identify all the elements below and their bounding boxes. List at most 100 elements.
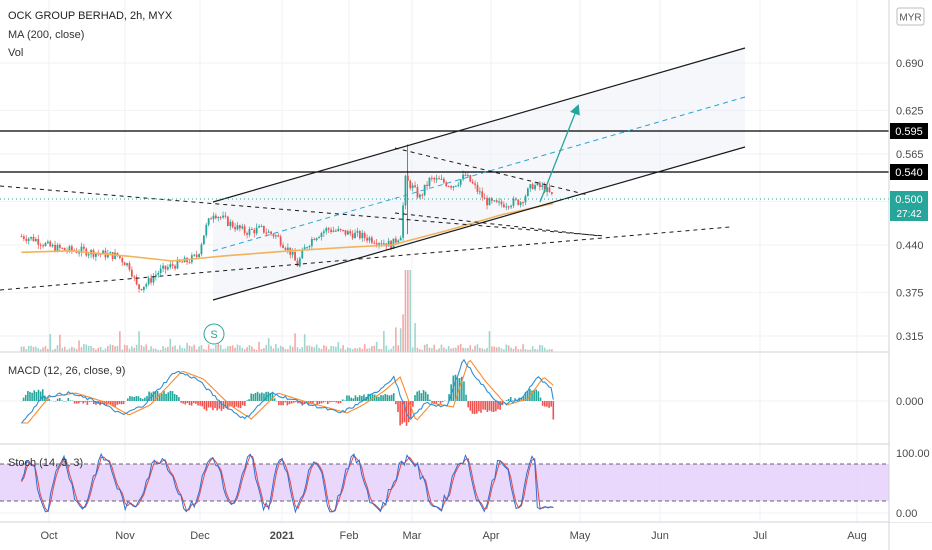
- candle-body: [188, 262, 191, 264]
- volume-bar: [200, 345, 203, 352]
- volume-bar: [332, 346, 335, 352]
- volume-bar: [455, 347, 457, 352]
- dashed-triangle-top: [394, 147, 589, 196]
- volume-bar: [152, 348, 155, 352]
- volume-bar: [164, 347, 167, 352]
- currency-button-frame[interactable]: [896, 7, 925, 26]
- macd-histogram-bar: [522, 396, 525, 401]
- candle-body: [217, 217, 220, 219]
- candle-body: [322, 231, 325, 234]
- volume-bar: [464, 347, 467, 352]
- candle-body: [294, 252, 296, 261]
- volume-bar: [311, 346, 313, 352]
- candle-body: [298, 258, 301, 267]
- channel-lower-line: [212, 146, 746, 301]
- projection-arrow: [539, 104, 580, 203]
- macd-histogram-bar: [212, 401, 214, 411]
- macd-histogram-bar: [429, 399, 431, 401]
- volume-bar: [450, 348, 452, 352]
- volume-bar: [344, 349, 347, 352]
- volume-bar: [467, 347, 469, 352]
- macd-histogram-bar: [95, 401, 97, 405]
- macd-histogram-bar: [165, 393, 167, 401]
- volume-bar: [313, 347, 316, 352]
- candle-body: [164, 265, 167, 270]
- volume-bar: [253, 348, 256, 352]
- macd-histogram-bar: [169, 390, 172, 401]
- candle-body: [296, 260, 299, 267]
- macd-histogram-bar: [478, 401, 480, 412]
- macd-histogram-bar: [363, 394, 365, 401]
- time-axis[interactable]: Oct Nov Dec 2021 Feb Mar Apr May Jun Jul Aug: [40, 530, 866, 542]
- macd-histogram-bar: [139, 398, 142, 401]
- volume-bar: [289, 345, 292, 352]
- volume-bar: [474, 345, 476, 352]
- price-axis[interactable]: [889, 0, 932, 522]
- macd-histogram-bar: [80, 401, 82, 402]
- volume-bar: [363, 344, 366, 352]
- volume-bar: [387, 349, 390, 352]
- candle-body: [387, 240, 390, 247]
- volume-bar: [159, 349, 162, 352]
- candle-body: [450, 186, 452, 188]
- macd-tick-label: 0.000: [896, 396, 924, 408]
- macd-histogram-bar: [27, 390, 29, 401]
- volume-bar: [395, 327, 397, 352]
- macd-histogram-bar: [348, 395, 350, 401]
- time-tick-label: Dec: [190, 530, 210, 542]
- drawings[interactable]: S: [0, 47, 889, 345]
- macd-histogram-bar: [163, 391, 165, 401]
- macd-histogram-bar: [90, 401, 93, 402]
- macd-layer: [20, 358, 555, 426]
- candle-body: [118, 255, 121, 258]
- volume-bar: [378, 348, 380, 352]
- volume-bar: [404, 270, 407, 352]
- candle-body: [428, 177, 431, 187]
- macd-histogram-bar: [346, 395, 348, 401]
- macd-histogram-bar: [256, 391, 259, 401]
- volume-bar: [243, 349, 246, 352]
- macd-histogram-bar: [412, 401, 414, 407]
- volume-bar: [272, 348, 275, 352]
- volume-bar: [263, 348, 265, 352]
- volume-bar: [30, 345, 32, 352]
- candle-body: [522, 202, 524, 204]
- candle-body: [433, 177, 436, 180]
- macd-histogram-bar: [182, 401, 184, 404]
- volume-bar: [198, 346, 200, 352]
- macd-histogram-bar: [22, 397, 25, 401]
- volume-layer: [20, 270, 553, 352]
- volume-bar: [39, 349, 42, 352]
- candle-body: [414, 185, 416, 188]
- candle-body: [130, 269, 133, 277]
- macd-histogram-bar: [261, 392, 263, 401]
- candle-body: [272, 234, 275, 237]
- time-tick-label: Jul: [753, 530, 767, 542]
- candle-body: [394, 238, 397, 243]
- macd-histogram-bar: [341, 399, 344, 401]
- volume-bar: [361, 348, 364, 352]
- current-price-countdown: 27:42: [896, 209, 921, 220]
- candle-body: [106, 253, 109, 258]
- macd-histogram-bar: [141, 399, 144, 401]
- macd-histogram-bar: [469, 401, 472, 411]
- candle-body: [70, 246, 73, 251]
- macd-histogram-bar: [514, 398, 516, 401]
- candle-body: [421, 194, 424, 196]
- candle-body: [457, 184, 460, 186]
- volume-bar: [335, 346, 337, 352]
- volume-bar: [78, 340, 80, 352]
- candle-body: [440, 178, 443, 180]
- macd-histogram-bar: [199, 401, 201, 406]
- candle-body: [370, 237, 373, 243]
- candle-body: [265, 232, 268, 234]
- candle-body: [114, 252, 116, 259]
- currency-button[interactable]: MYR: [899, 13, 921, 24]
- macd-histogram-bar: [322, 401, 325, 403]
- macd-histogram-bar: [320, 401, 323, 404]
- current-price-badge-bg: [890, 191, 928, 221]
- macd-histogram-bar: [114, 401, 116, 408]
- volume-bar: [231, 345, 234, 352]
- macd-histogram-bar: [392, 393, 395, 401]
